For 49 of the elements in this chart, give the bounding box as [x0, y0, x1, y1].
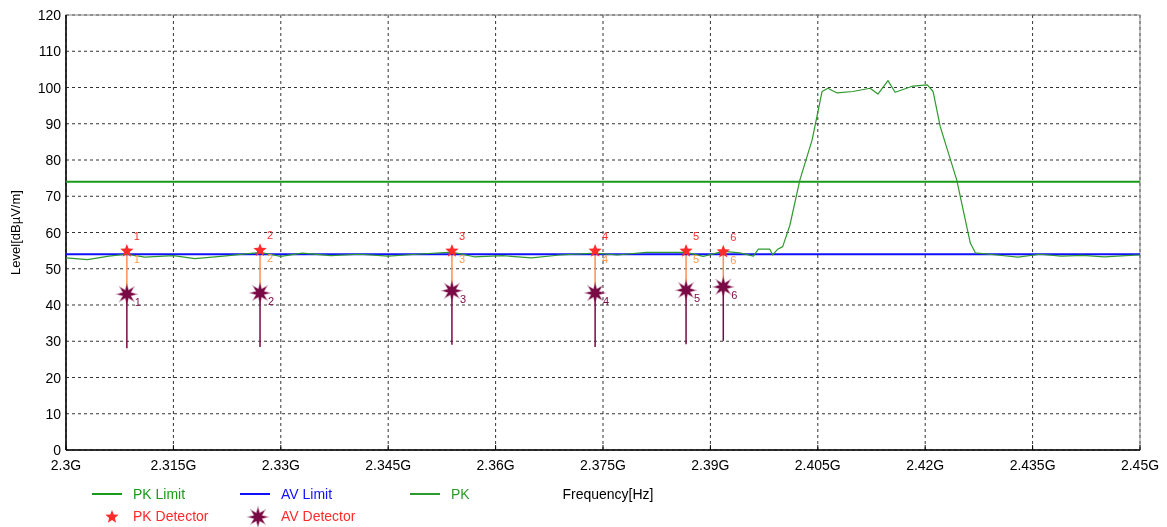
legend-label: PK Detector — [133, 508, 209, 524]
y-tick-label: 80 — [45, 152, 62, 168]
annotation: 3 — [459, 292, 467, 305]
x-tick-label: 2.33G — [261, 457, 300, 473]
y-tick-label: 120 — [37, 7, 62, 23]
annotation: 1 — [133, 229, 140, 242]
y-tick-label: 0 — [53, 442, 62, 458]
y-axis-title: Level[dBµV/m] — [8, 190, 23, 275]
x-tick-label: 2.3G — [50, 457, 82, 473]
annotation: 2 — [267, 252, 274, 265]
annotation: 3 — [458, 252, 466, 265]
legend-label: PK — [451, 486, 471, 502]
y-tick-label: 40 — [45, 297, 62, 313]
annotation: 4 — [602, 229, 609, 242]
y-tick-label: 90 — [45, 115, 62, 132]
x-tick-label: 2.405G — [794, 457, 841, 473]
annotation: 5 — [693, 252, 700, 265]
x-tick-label: 2.42G — [906, 457, 945, 473]
x-tick-label: 2.375G — [580, 457, 626, 473]
x-tick-label: 2.45G — [1120, 457, 1160, 473]
y-tick-label: 10 — [45, 405, 62, 422]
x-tick-label: 2.315G — [150, 457, 197, 473]
y-tick-label: 60 — [45, 224, 62, 241]
annotation: 2 — [268, 295, 275, 308]
annotation: 4 — [603, 295, 610, 308]
legend-label: AV Limit — [281, 486, 333, 502]
annotation: 6 — [730, 253, 737, 266]
x-tick-label: 2.39G — [691, 457, 730, 473]
y-tick-label: 20 — [45, 369, 62, 386]
y-tick-label: 50 — [45, 260, 62, 277]
x-tick-label: 2.435G — [1009, 457, 1056, 473]
annotation: 1 — [133, 252, 140, 265]
y-tick-label: 100 — [37, 79, 62, 96]
annotation: 6 — [731, 288, 738, 301]
annotation: 4 — [602, 252, 609, 265]
x-tick-label: 2.36G — [476, 457, 515, 473]
legend-label: AV Detector — [281, 508, 356, 524]
y-tick-label: 70 — [45, 188, 62, 205]
annotation: 2 — [267, 229, 274, 242]
annotation: 5 — [694, 292, 701, 305]
y-tick-label: 110 — [38, 43, 62, 60]
y-tick-label: 30 — [45, 333, 62, 350]
annotation: 3 — [458, 229, 466, 242]
legend-label: PK Limit — [133, 486, 186, 502]
x-axis-title: Frequency[Hz] — [562, 486, 654, 502]
annotation: 5 — [693, 229, 700, 242]
annotation: 6 — [730, 230, 737, 243]
annotation: 1 — [134, 296, 141, 309]
x-tick-label: 2.345G — [365, 457, 412, 473]
